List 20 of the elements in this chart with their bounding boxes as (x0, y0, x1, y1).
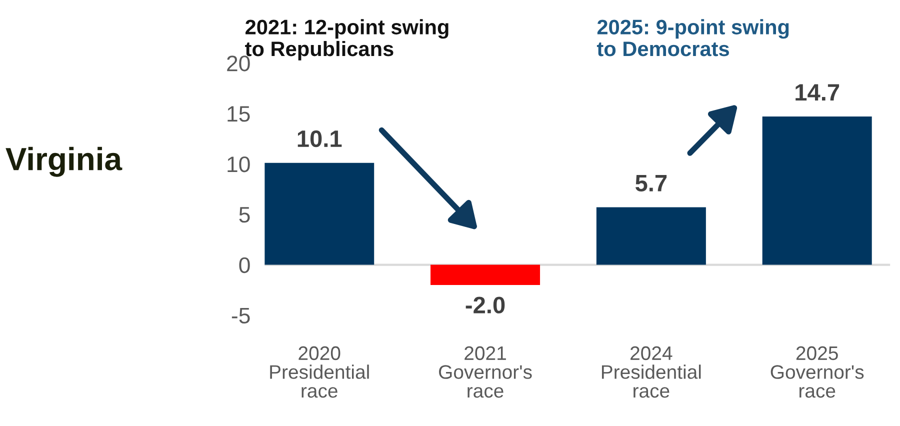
bar (762, 116, 872, 265)
y-tick-label: 5 (239, 207, 250, 223)
x-tick-label: 2024 Presidential race (602, 346, 701, 398)
bar (430, 264, 540, 285)
text: 2025: 9-point swing to Democrats (596, 19, 789, 56)
y-tick-label: 10 (228, 156, 250, 172)
data-label: 14.7 (796, 84, 840, 100)
y-tick-label: 20 (227, 56, 250, 72)
data-label: -2.0 (466, 296, 505, 314)
data-label: 5.7 (636, 175, 667, 192)
y-tick-label: -5 (232, 308, 250, 324)
x-tick-label: 2020 Presidential race (270, 346, 369, 398)
bar (596, 207, 706, 265)
data-label: 10.1 (298, 130, 342, 148)
bar (264, 162, 374, 265)
x-tick-label: 2021 Governor's race (439, 346, 532, 398)
y-tick-label: 15 (228, 106, 250, 122)
y-tick-label: 0 (239, 257, 250, 274)
x-tick-label: 2025 Governor's race (770, 346, 864, 398)
text: Virginia (6, 146, 122, 177)
